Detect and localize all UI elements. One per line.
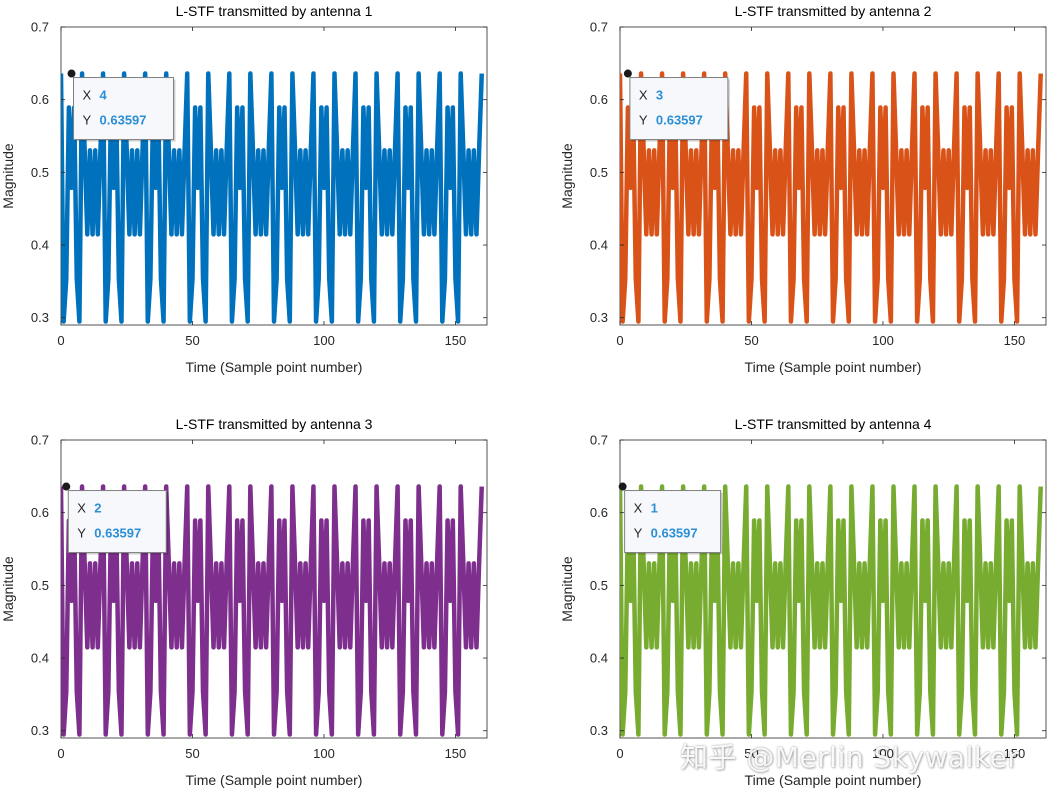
x-tick-label: 150 [445,333,467,348]
y-tick-label: 0.6 [590,92,608,107]
datatip-box [624,490,722,554]
chart-panel-4: 0 50 100 150 0.3 0.4 0.5 0.6 0.7 L-STF transmitte… [559,416,1047,788]
x-axis-label: Time (Sample point number) [186,772,363,788]
x-tick-label: 50 [744,333,758,348]
y-tick-label: 0.3 [590,723,608,738]
y-tick-label: 0.3 [31,310,49,325]
y-tick-label: 0.5 [590,578,608,593]
x-tick-label: 0 [616,333,623,348]
datatip-x-value: 3 [656,88,663,103]
datatip-x-value: 1 [651,501,658,516]
x-axis-label: Time (Sample point number) [745,359,922,375]
y-tick-label: 0.3 [590,310,608,325]
y-tick-label: 0.7 [31,433,49,448]
y-axis-label: Magnitude [0,556,16,622]
y-tick-label: 0.7 [31,20,49,35]
signal-line-series [61,71,484,324]
datatip-y-label: Y [83,113,92,128]
chart-title: L-STF transmitted by antenna 1 [176,3,373,19]
x-tick-label: 150 [445,746,467,761]
datatip-x-label: X [634,501,643,516]
x-tick-label: 0 [57,333,64,348]
datatip-marker [618,482,627,491]
y-tick-label: 0.4 [590,651,608,666]
chart-title: L-STF transmitted by antenna 4 [735,416,932,432]
y-tick-label: 0.4 [31,651,49,666]
datatip-box [73,77,175,141]
chart-title: L-STF transmitted by antenna 2 [735,3,932,19]
x-tick-label: 0 [57,746,64,761]
x-tick-label: 50 [744,746,758,761]
x-axis-label: Time (Sample point number) [186,359,363,375]
x-tick-label: 100 [313,746,335,761]
y-axis-label: Magnitude [0,143,16,209]
datatip-y-label: Y [634,526,643,541]
y-tick-label: 0.6 [31,505,49,520]
datatip-box [629,77,729,141]
y-tick-label: 0.7 [590,20,608,35]
x-tick-label: 100 [872,746,894,761]
datatip-box [67,490,167,554]
datatip-marker [623,69,632,78]
signal-line-series [61,484,484,737]
datatip-marker [62,482,71,491]
y-tick-label: 0.7 [590,433,608,448]
datatip-x-value: 2 [94,501,101,516]
x-tick-label: 150 [1004,746,1026,761]
datatip-marker [67,69,76,78]
chart-title: L-STF transmitted by antenna 3 [176,416,373,432]
datatip-x-value: 4 [100,88,108,103]
x-tick-label: 0 [616,746,623,761]
x-tick-label: 50 [185,746,199,761]
x-tick-label: 150 [1004,333,1026,348]
watermark-text: 知乎 @Merlin Skywalker [680,741,1020,774]
signal-line-series [620,484,1043,737]
y-tick-label: 0.6 [590,505,608,520]
x-axis-label: Time (Sample point number) [745,772,922,788]
x-tick-label: 50 [185,333,199,348]
datatip-y-value: 0.63597 [94,526,141,541]
datatip-x-label: X [83,88,92,103]
datatip-y-label: Y [639,113,648,128]
x-tick-label: 100 [313,333,335,348]
signal-line-series [620,71,1043,324]
x-tick-label: 100 [872,333,894,348]
datatip-y-value: 0.63597 [100,113,147,128]
y-tick-label: 0.3 [31,723,49,738]
chart-panel-3: 0 50 100 150 0.3 0.4 0.5 0.6 0.7 L-STF transmitte… [0,416,488,788]
y-tick-label: 0.5 [590,165,608,180]
y-tick-label: 0.5 [31,165,49,180]
datatip-x-label: X [639,88,648,103]
y-tick-label: 0.6 [31,92,49,107]
y-axis-label: Magnitude [559,556,575,622]
y-axis-label: Magnitude [559,143,575,209]
chart-panel-1: 0 50 100 150 0.3 0.4 0.5 0.6 0.7 L-STF transmitte… [0,3,488,375]
datatip-y-value: 0.63597 [651,526,698,541]
y-tick-label: 0.5 [31,578,49,593]
datatip-y-value: 0.63597 [656,113,703,128]
chart-panel-2: 0 50 100 150 0.3 0.4 0.5 0.6 0.7 L-STF transmitte… [559,3,1047,375]
datatip-y-label: Y [77,526,86,541]
y-tick-label: 0.4 [590,238,608,253]
datatip-x-label: X [77,501,86,516]
y-tick-label: 0.4 [31,238,49,253]
